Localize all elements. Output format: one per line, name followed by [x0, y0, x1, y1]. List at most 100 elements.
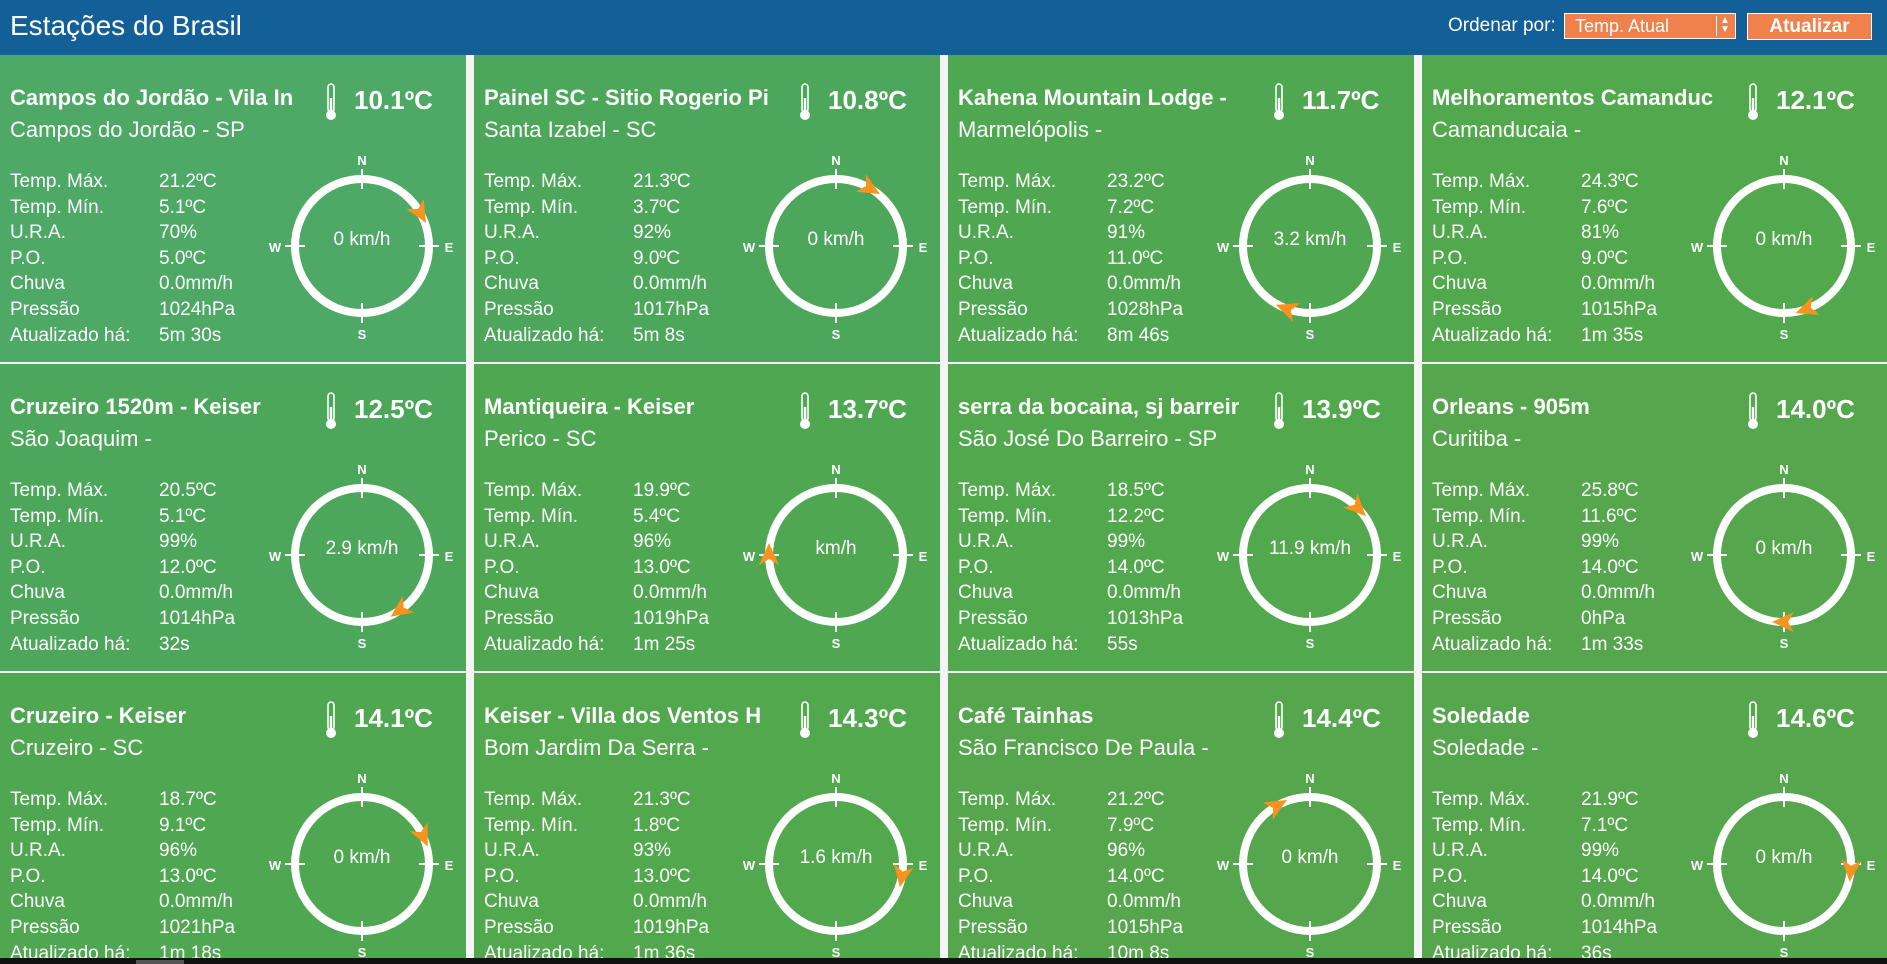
wind-compass: N S W E	[743, 771, 928, 960]
metric-label-tmax: Temp. Máx.	[1432, 171, 1531, 192]
metric-label-pressao: Pressão	[958, 608, 1028, 629]
station-name[interactable]: Café Tainhas	[958, 703, 1094, 728]
wind-speed: 1.6 km/h	[799, 847, 873, 868]
wind-direction-arrow-icon	[855, 174, 880, 194]
station-card[interactable]: Keiser - Villa dos Ventos H 14.3ºC Bom Jar…	[474, 673, 940, 964]
metric-value-ura: 99%	[1107, 531, 1146, 552]
metric-value-chuva: 0.0mm/h	[633, 582, 707, 603]
metric-label-tmax: Temp. Máx.	[484, 171, 583, 192]
station-card[interactable]: Orleans - 905m 14.0ºC Curitiba - Temp. Máx.…	[1422, 364, 1887, 671]
compass-label-w: W	[743, 240, 756, 255]
station-name[interactable]: serra da bocaina, sj barreir	[958, 394, 1240, 419]
metric-value-tmax: 18.7ºC	[159, 789, 217, 810]
station-card[interactable]: Cruzeiro 1520m - Keiser 12.5ºC São Joaquim…	[0, 364, 466, 671]
page-title: Estações do Brasil	[10, 10, 242, 41]
station-card[interactable]: Campos do Jordão - Vila In 10.1ºC Campos d…	[0, 55, 466, 362]
compass-label-n: N	[1779, 771, 1788, 786]
compass-label-e: E	[919, 858, 928, 873]
metric-value-tmax: 21.9ºC	[1581, 789, 1639, 810]
compass-label-n: N	[357, 153, 366, 168]
metric-label-ura: U.R.A.	[958, 840, 1014, 861]
metric-value-ura: 93%	[633, 840, 672, 861]
compass-label-e: E	[1393, 549, 1402, 564]
select-arrows-icon: ▲ ▼	[1716, 16, 1733, 36]
station-name[interactable]: Campos do Jordão - Vila In	[10, 85, 294, 110]
metric-label-po: P.O.	[958, 248, 994, 269]
thermometer-icon	[326, 701, 336, 738]
metric-label-chuva: Chuva	[10, 891, 65, 912]
compass-label-s: S	[832, 327, 841, 342]
metric-label-tmax: Temp. Máx.	[1432, 789, 1531, 810]
compass-label-n: N	[831, 771, 840, 786]
metric-value-pressao: 1017hPa	[633, 299, 710, 320]
station-card[interactable]: Kahena Mountain Lodge - 11.7ºC Marmelópoli…	[948, 55, 1414, 362]
metric-label-pressao: Pressão	[1432, 608, 1502, 629]
metric-value-po: 14.0ºC	[1107, 866, 1165, 887]
wind-speed: 3.2 km/h	[1273, 229, 1347, 250]
wind-compass: N S W E	[1691, 771, 1876, 960]
refresh-button[interactable]: Atualizar	[1747, 13, 1872, 40]
metric-value-ura: 92%	[633, 222, 672, 243]
metric-label-ura: U.R.A.	[10, 531, 66, 552]
station-city: Santa Izabel - SC	[484, 117, 657, 142]
station-card[interactable]: Cruzeiro - Keiser 14.1ºC Cruzeiro - SC Temp…	[0, 673, 466, 964]
station-card[interactable]: serra da bocaina, sj barreir 13.9ºC São Jo…	[948, 364, 1414, 671]
metric-value-tmin: 12.2ºC	[1107, 506, 1165, 527]
station-card[interactable]: Melhoramentos Camanduc 12.1ºC Camanducaia …	[1422, 55, 1887, 362]
thermometer-icon	[326, 83, 336, 120]
metric-label-ura: U.R.A.	[484, 222, 540, 243]
station-name[interactable]: Painel SC - Sitio Rogerio Pi	[484, 85, 769, 110]
metric-label-chuva: Chuva	[958, 891, 1013, 912]
station-name[interactable]: Melhoramentos Camanduc	[1432, 85, 1714, 110]
metric-value-tmin: 5.1ºC	[159, 506, 207, 527]
station-card[interactable]: Painel SC - Sitio Rogerio Pi 10.8ºC Santa …	[474, 55, 940, 362]
metric-label-atualizado: Atualizado há:	[484, 325, 605, 346]
metric-label-tmax: Temp. Máx.	[10, 171, 109, 192]
metric-value-atualizado: 1m 35s	[1581, 325, 1644, 346]
metric-label-ura: U.R.A.	[1432, 222, 1488, 243]
station-name[interactable]: Keiser - Villa dos Ventos H	[484, 703, 762, 728]
compass-label-w: W	[269, 240, 282, 255]
metric-label-chuva: Chuva	[10, 582, 65, 603]
metric-value-chuva: 0.0mm/h	[1107, 273, 1181, 294]
current-temperature: 14.0ºC	[1776, 394, 1855, 424]
compass-label-s: S	[832, 945, 841, 960]
station-city: São Joaquim -	[10, 426, 152, 451]
metric-value-chuva: 0.0mm/h	[1581, 891, 1655, 912]
compass-label-w: W	[1217, 240, 1230, 255]
sort-select-value: Temp. Atual	[1575, 16, 1670, 36]
metric-label-tmin: Temp. Mín.	[1432, 506, 1526, 527]
metric-value-tmin: 7.1ºC	[1581, 815, 1629, 836]
station-name[interactable]: Cruzeiro 1520m - Keiser	[10, 394, 261, 419]
metric-value-pressao: 1013hPa	[1107, 608, 1184, 629]
metric-value-chuva: 0.0mm/h	[159, 891, 233, 912]
metric-value-atualizado: 1m 33s	[1581, 634, 1644, 655]
station-name[interactable]: Cruzeiro - Keiser	[10, 703, 187, 728]
metric-value-tmax: 21.2ºC	[1107, 789, 1165, 810]
metric-label-tmin: Temp. Mín.	[484, 815, 578, 836]
station-name[interactable]: Mantiqueira - Keiser	[484, 394, 695, 419]
compass-label-w: W	[269, 549, 282, 564]
station-card[interactable]: Mantiqueira - Keiser 13.7ºC Perico - SC Tem…	[474, 364, 940, 671]
current-temperature: 12.5ºC	[354, 394, 433, 424]
station-grid: Campos do Jordão - Vila In 10.1ºC Campos d…	[0, 55, 1887, 964]
metric-label-tmax: Temp. Máx.	[958, 171, 1057, 192]
scrollbar-thumb[interactable]	[136, 960, 184, 964]
station-card[interactable]: Soledade 14.6ºC Soledade - Temp. Máx. 21.9ºC…	[1422, 673, 1887, 964]
metric-label-po: P.O.	[10, 866, 46, 887]
wind-compass: N S W E	[743, 462, 928, 651]
metric-label-ura: U.R.A.	[1432, 840, 1488, 861]
station-name[interactable]: Kahena Mountain Lodge -	[958, 85, 1227, 110]
horizontal-scrollbar[interactable]	[0, 958, 1887, 964]
metric-value-tmin: 5.4ºC	[633, 506, 681, 527]
station-card[interactable]: Café Tainhas 14.4ºC São Francisco De Paula…	[948, 673, 1414, 964]
metric-value-po: 11.0ºC	[1107, 248, 1164, 269]
compass-label-s: S	[358, 327, 367, 342]
compass-label-w: W	[743, 549, 756, 564]
wind-direction-arrow-icon	[1795, 296, 1820, 315]
sort-select[interactable]: Temp. Atual ▲ ▼	[1564, 13, 1736, 39]
metric-value-tmax: 21.2ºC	[159, 171, 217, 192]
station-name[interactable]: Orleans - 905m	[1432, 394, 1590, 419]
station-name[interactable]: Soledade	[1432, 703, 1530, 728]
